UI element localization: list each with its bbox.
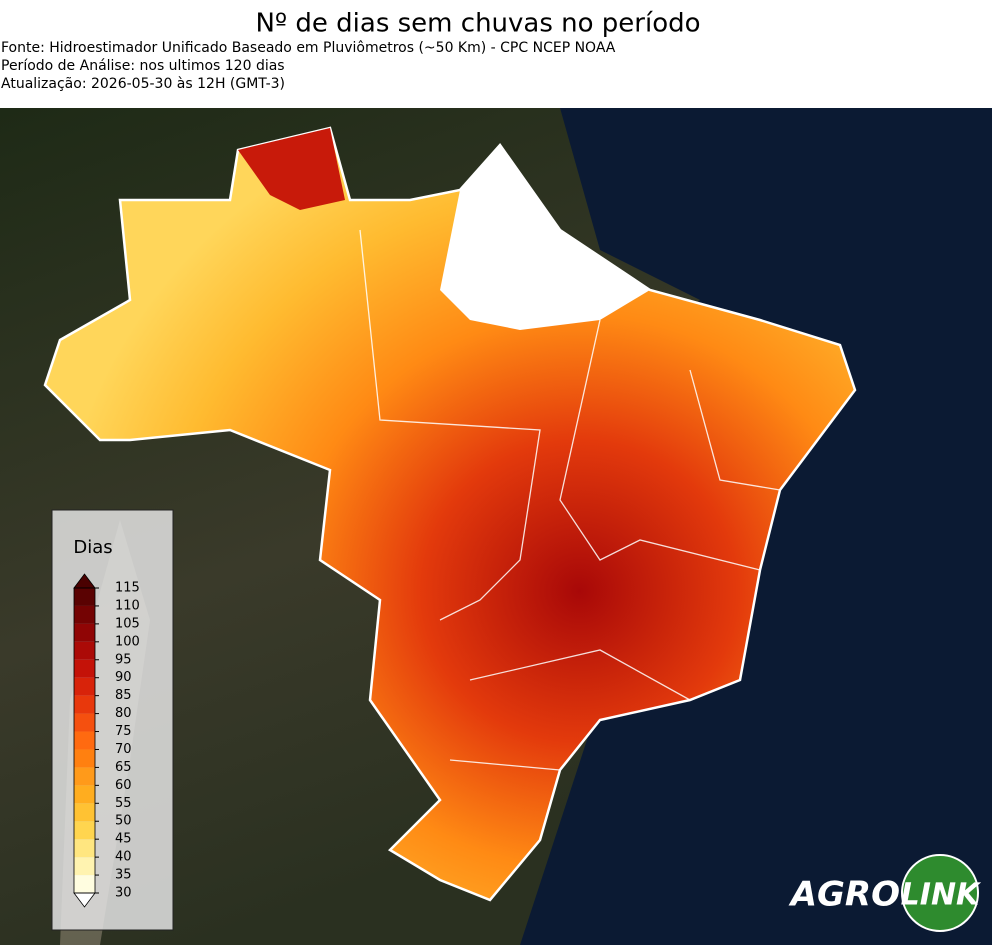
borders [359,229,781,771]
tick-label: 115 [115,581,140,596]
color-band [74,821,95,840]
color-band [74,695,95,714]
color-band [74,659,95,678]
color-band [74,713,95,732]
color-band [74,839,95,858]
logo-circle [901,854,979,932]
color-band [74,803,95,822]
update-line: Atualização: 2026-05-30 às 12H (GMT-3) [1,76,285,92]
tick-label: 55 [115,796,132,811]
dry-spot [238,128,345,210]
tick-label: 35 [115,868,132,883]
tick-label: 60 [115,778,132,793]
color-band [74,588,95,606]
color-band [74,767,95,786]
colorbar: 30 35 40 45 50 55 60 65 70 75 80 85 90 95 100 105 110 115 [73,573,140,908]
logo: AGRO LINK [788,854,982,932]
tick-label: 50 [115,814,132,829]
logo-right: LINK [901,878,982,913]
color-band [74,677,95,696]
tick-label: 80 [115,706,132,721]
color-band [74,749,95,768]
color-band [74,731,95,750]
period-line: Período de Análise: nos ultimos 120 dias [1,58,285,74]
source-line: Fonte: Hidroestimador Unificado Baseado … [1,40,616,56]
color-band [74,857,95,876]
color-band [74,641,95,660]
tick-label: 70 [115,742,132,757]
wet-region [440,145,650,330]
colorbar-frame [73,587,96,894]
color-band [74,785,95,804]
legend-title: Dias [73,537,112,558]
tick-label: 30 [115,886,132,901]
tick-label: 110 [115,598,140,613]
tick-label: 95 [115,652,132,667]
tick-label: 40 [115,850,132,865]
legend-box [51,509,174,931]
tick-label: 105 [115,616,140,631]
color-band [74,605,95,624]
logo-left: AGRO [788,875,900,915]
legend: Dias 30 35 40 45 50 55 60 65 70 75 80 85 90 95 100 105 1… [51,509,174,931]
tick-label: 90 [115,670,132,685]
tick-label: 75 [115,724,132,739]
tick-label: 65 [115,760,132,775]
tick-label: 100 [115,634,140,649]
tick-label: 45 [115,832,132,847]
title: Nº de dias sem chuvas no período [255,9,700,39]
tick-label: 85 [115,688,132,703]
color-band [74,875,95,893]
color-band [74,623,95,642]
